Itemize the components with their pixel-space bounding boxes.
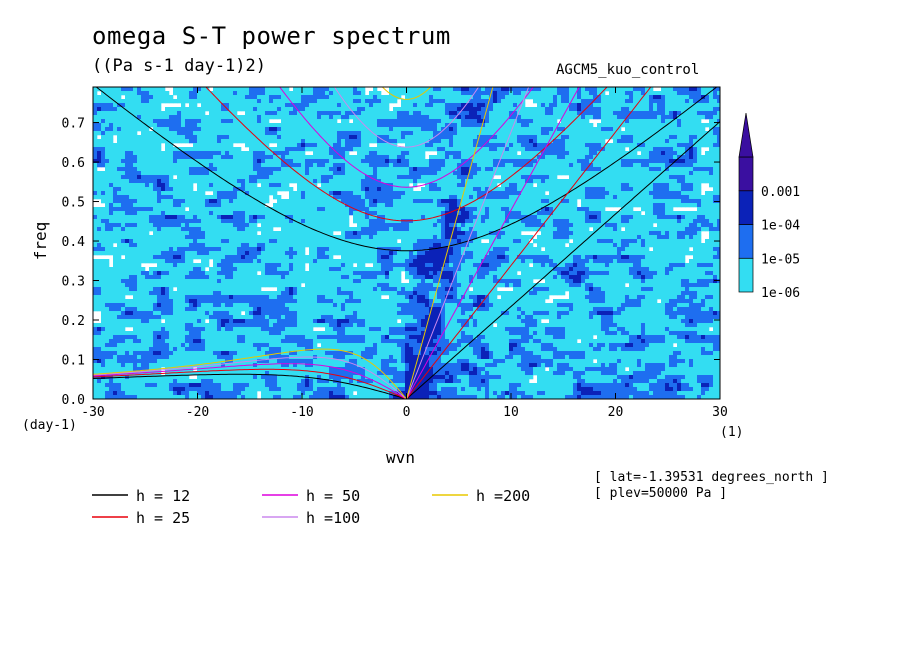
inertia-gravity-curve bbox=[279, 87, 534, 188]
legend-label: h = 25 bbox=[136, 509, 190, 527]
y-tick-label: 0.1 bbox=[62, 354, 85, 369]
inertia-gravity-curve bbox=[333, 87, 480, 148]
chart-units: ((Pa s-1 day-1)2) bbox=[92, 56, 266, 76]
annotation-text: [ plev=50000 Pa ] bbox=[594, 486, 727, 501]
colorbar-swatch bbox=[738, 224, 754, 259]
x-tick-label: 30 bbox=[712, 405, 728, 420]
x-axis-units: (1) bbox=[720, 425, 743, 440]
inertia-gravity-curve bbox=[381, 87, 432, 100]
legend-label: h =100 bbox=[306, 509, 360, 527]
kelvin-curve bbox=[406, 87, 494, 399]
rossby-curve bbox=[93, 348, 407, 399]
dispersion-curves bbox=[93, 87, 720, 399]
y-tick-label: 0.6 bbox=[62, 156, 85, 171]
y-tick-label: 0.4 bbox=[62, 235, 86, 250]
inertia-gravity-curve bbox=[205, 87, 608, 222]
spectrum-field bbox=[93, 87, 720, 399]
y-tick-label: 0.3 bbox=[62, 275, 85, 290]
colorbar-label: 0.001 bbox=[761, 185, 800, 200]
colorbar-swatch bbox=[738, 190, 754, 225]
annotation-text: [ lat=-1.39531 degrees_north ] bbox=[594, 470, 829, 485]
x-axis-label: wvn bbox=[386, 448, 415, 467]
kelvin-curve bbox=[406, 87, 580, 399]
inertia-gravity-curve bbox=[95, 87, 718, 252]
rossby-curve bbox=[93, 368, 407, 399]
colorbar-extend-triangle bbox=[738, 112, 754, 158]
y-tick-label: 0.2 bbox=[62, 314, 85, 329]
rossby-curve bbox=[93, 363, 407, 399]
rossby-curve bbox=[93, 356, 407, 399]
rossby-curve bbox=[93, 373, 407, 399]
x-tick-label: -10 bbox=[290, 405, 313, 420]
y-axis-label: freq bbox=[31, 222, 50, 261]
colorbar-label: 1e-06 bbox=[761, 286, 800, 301]
chart-title: omega S-T power spectrum bbox=[92, 22, 451, 50]
x-tick-label: 0 bbox=[403, 405, 411, 420]
y-tick-label: 0.0 bbox=[62, 393, 85, 408]
legend-label: h = 12 bbox=[136, 487, 190, 505]
run-name: AGCM5_kuo_control bbox=[556, 62, 700, 78]
y-tick-label: 0.7 bbox=[62, 117, 85, 132]
colorbar-swatch bbox=[738, 257, 754, 293]
x-tick-label: 20 bbox=[608, 405, 624, 420]
kelvin-curve bbox=[406, 87, 530, 399]
x-tick-label: -20 bbox=[186, 405, 209, 420]
colorbar-label: 1e-05 bbox=[761, 252, 800, 267]
colorbar-label: 1e-04 bbox=[761, 219, 800, 234]
x-tick-label: 10 bbox=[503, 405, 519, 420]
kelvin-curve bbox=[406, 121, 720, 399]
legend-label: h = 50 bbox=[306, 487, 360, 505]
x-tick-label: -30 bbox=[81, 405, 104, 420]
legend-label: h =200 bbox=[476, 487, 530, 505]
y-tick-label: 0.5 bbox=[62, 196, 85, 211]
y-axis-units: (day-1) bbox=[22, 418, 77, 433]
kelvin-curve bbox=[406, 87, 652, 399]
colorbar-swatch bbox=[738, 156, 754, 192]
